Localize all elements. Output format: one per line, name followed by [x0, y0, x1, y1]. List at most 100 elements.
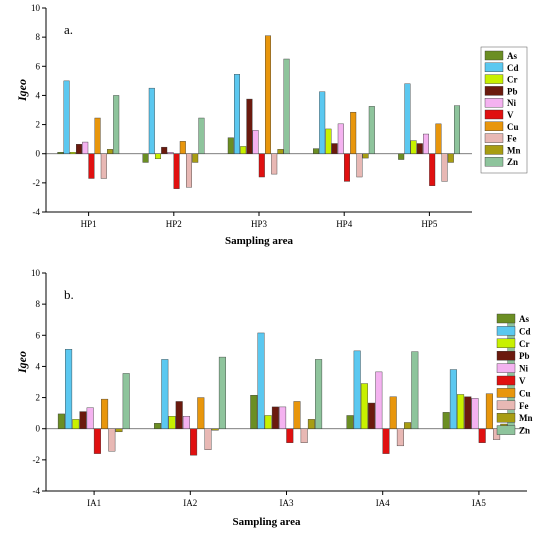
bar-ia3-cu	[293, 401, 301, 429]
y-tick-label: -4	[33, 207, 41, 217]
legend-label-cu: Cu	[507, 122, 519, 132]
legend-swatch-pb	[496, 351, 516, 361]
y-tick-label: -2	[33, 455, 41, 465]
bar-hp2-cr	[154, 153, 161, 160]
bar-ia1-zn	[122, 373, 130, 429]
bar-hp5-cd	[404, 83, 411, 154]
bar-ia1-as	[57, 413, 65, 429]
bar-hp3-mn	[277, 149, 284, 154]
legend-swatch-ni	[484, 97, 504, 108]
legend-label-v: V	[507, 110, 514, 120]
bar-ia1-cd	[65, 349, 73, 429]
bar-ia2-zn	[218, 356, 226, 429]
bar-ia1-fe	[108, 428, 116, 452]
bar-hp4-cd	[319, 91, 326, 154]
legend-swatch-as	[484, 50, 504, 61]
bar-ia4-zn	[411, 351, 419, 429]
bar-ia2-mn	[211, 428, 219, 431]
legend-label-mn: Mn	[519, 413, 533, 423]
legend-label-zn: Zn	[519, 426, 530, 436]
bar-ia2-cr	[168, 416, 176, 429]
bar-hp5-zn	[454, 105, 461, 154]
bar-ia2-v	[190, 428, 198, 456]
legend-label-v: V	[519, 376, 526, 386]
bar-ia1-mn	[115, 428, 123, 433]
bar-ia5-v	[478, 428, 486, 443]
bar-hp3-zn	[283, 58, 290, 154]
legend-swatch-cu	[496, 388, 516, 398]
legend-label-cr: Cr	[519, 339, 530, 349]
bar-hp5-pb	[416, 143, 423, 154]
chart-panel-b: -4 -2 0 2 4 6 8 10 IA1 IA2 IA3 IA4 IA5 b. Igeo Sampling…	[15, 268, 533, 528]
x-axis-title: Sampling area	[225, 235, 293, 247]
y-tick-label: 4	[36, 361, 41, 371]
bar-ia4-v	[382, 428, 390, 454]
legend-label-as: As	[519, 314, 529, 324]
x-tick-label: HP4	[336, 219, 353, 229]
bar-hp3-fe	[271, 153, 278, 175]
x-tick-label: IA3	[280, 498, 294, 508]
bar-ia2-fe	[204, 428, 212, 450]
legend-label-cr: Cr	[507, 75, 518, 85]
bar-ia3-pb	[271, 406, 279, 429]
bar-hp3-as	[227, 137, 234, 154]
bar-ia1-cu	[101, 398, 109, 429]
legend-label-ni: Ni	[507, 98, 516, 108]
y-tick-label: -2	[33, 178, 41, 188]
bar-hp1-cd	[63, 80, 70, 154]
panel-label: a.	[64, 22, 73, 37]
bar-hp5-ni	[423, 133, 430, 154]
bar-ia5-cr	[457, 394, 465, 429]
bar-ia1-ni	[86, 407, 94, 429]
bar-ia5-cu	[485, 393, 493, 429]
legend-swatch-fe	[496, 400, 516, 410]
bar-hp2-fe	[185, 153, 192, 188]
bar-ia3-ni	[279, 406, 287, 429]
bar-ia2-as	[154, 423, 162, 429]
bar-ia5-as	[442, 412, 450, 429]
bar-ia3-zn	[315, 359, 323, 429]
bar-hp3-cu	[265, 35, 272, 154]
bar-hp1-v	[88, 153, 95, 179]
legend-label-cu: Cu	[519, 388, 531, 398]
bar-hp2-v	[173, 153, 180, 189]
bar-hp5-cr	[410, 140, 417, 154]
y-tick-label: 2	[36, 393, 41, 403]
x-tick-label: HP3	[251, 219, 268, 229]
bar-hp1-fe	[100, 153, 107, 179]
bar-ia4-cd	[353, 350, 361, 429]
bar-hp4-fe	[356, 153, 363, 178]
x-tick-label: IA5	[472, 498, 486, 508]
legend-swatch-cd	[484, 62, 504, 72]
bar-ia1-pb	[79, 411, 87, 429]
legend-swatch-v	[496, 375, 516, 386]
x-tick-label: HP1	[81, 219, 97, 229]
bar-hp1-mn	[106, 149, 113, 154]
bar-hp4-cu	[350, 111, 357, 154]
bar-hp5-cu	[435, 123, 442, 154]
bar-ia2-pb	[175, 401, 183, 429]
bar-ia4-mn	[404, 422, 412, 429]
y-axis-title: Igeo	[15, 351, 29, 374]
bar-hp4-ni	[337, 123, 344, 154]
legend-label-zn: Zn	[507, 157, 518, 167]
legend-swatch-cr	[484, 74, 504, 84]
bar-ia4-fe	[396, 428, 404, 447]
legend-swatch-cd	[496, 326, 516, 336]
bar-hp2-mn	[192, 153, 199, 163]
bar-hp1-zn	[113, 95, 120, 154]
x-tick-label: HP5	[421, 219, 438, 229]
bar-ia4-cu	[389, 396, 397, 429]
legend-swatch-ni	[496, 363, 516, 373]
chart-panel-a: -4 -2 0 2 4 6 8 10 HP1 HP2 HP3 HP4 HP5 a. Igeo Sampling…	[15, 3, 528, 247]
bar-hp4-zn	[368, 106, 375, 154]
bar-hp4-pb	[331, 143, 338, 154]
bar-hp1-cu	[94, 117, 101, 154]
y-axis-title: Igeo	[15, 79, 29, 102]
bar-ia3-v	[286, 428, 294, 443]
bar-ia4-pb	[368, 402, 376, 429]
legend-label-mn: Mn	[507, 145, 521, 155]
